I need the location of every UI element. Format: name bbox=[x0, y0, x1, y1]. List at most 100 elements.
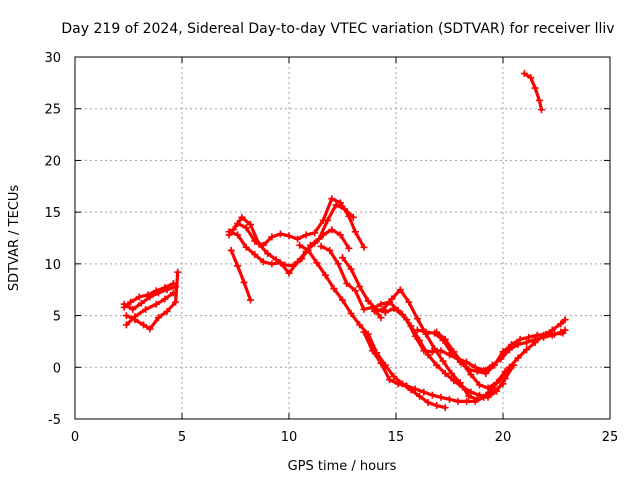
data-point bbox=[550, 330, 558, 338]
data-point bbox=[394, 380, 402, 388]
data-point bbox=[356, 283, 364, 291]
data-point bbox=[341, 205, 349, 213]
data-point bbox=[386, 298, 394, 306]
data-point bbox=[319, 231, 327, 239]
data-point bbox=[225, 228, 233, 236]
data-point bbox=[139, 321, 147, 329]
plot-frame bbox=[74, 56, 611, 420]
data-point bbox=[339, 254, 346, 262]
data-point bbox=[268, 260, 276, 268]
data-point bbox=[360, 243, 368, 251]
data-point bbox=[499, 348, 507, 356]
data-point bbox=[174, 268, 182, 276]
data-point bbox=[411, 385, 419, 393]
data-point bbox=[403, 316, 411, 324]
y-tick-label: 20 bbox=[44, 154, 61, 169]
data-point bbox=[493, 379, 501, 387]
chart-title: Day 219 of 2024, Sidereal Day-to-day VTE… bbox=[61, 21, 614, 37]
data-point bbox=[302, 231, 310, 239]
y-tick-label: 10 bbox=[44, 258, 61, 273]
data-point bbox=[163, 286, 171, 294]
data-point bbox=[276, 259, 284, 267]
data-point bbox=[360, 328, 368, 336]
data-point bbox=[548, 326, 556, 334]
data-point bbox=[471, 397, 479, 405]
data-point bbox=[542, 330, 550, 338]
data-point bbox=[523, 338, 531, 346]
data-point bbox=[146, 325, 154, 333]
data-point bbox=[242, 224, 250, 232]
x-tick-label: 20 bbox=[495, 430, 512, 445]
data-point bbox=[339, 296, 346, 304]
data-point bbox=[403, 382, 411, 390]
data-point bbox=[561, 316, 569, 324]
data-point bbox=[422, 328, 430, 336]
data-point bbox=[368, 347, 376, 355]
data-point bbox=[227, 246, 235, 254]
data-point bbox=[135, 293, 143, 301]
x-axis-label: GPS time / hours bbox=[288, 459, 397, 474]
data-point bbox=[433, 328, 441, 336]
data-point bbox=[296, 241, 304, 249]
data-point bbox=[465, 392, 473, 400]
data-point bbox=[328, 195, 336, 203]
data-point bbox=[294, 258, 302, 266]
data-point bbox=[161, 295, 169, 303]
data-point bbox=[527, 74, 535, 82]
data-point bbox=[154, 314, 162, 322]
grid-layer bbox=[75, 57, 610, 419]
data-point bbox=[480, 393, 488, 401]
series-arc-17 bbox=[522, 71, 544, 112]
data-point bbox=[326, 246, 334, 254]
data-point bbox=[386, 376, 394, 384]
data-point bbox=[242, 243, 250, 251]
data-point bbox=[441, 335, 449, 343]
data-point bbox=[285, 232, 293, 240]
data-point bbox=[428, 391, 436, 399]
data-point bbox=[351, 228, 359, 236]
data-point bbox=[324, 216, 332, 224]
data-point bbox=[238, 213, 246, 221]
data-point bbox=[137, 299, 145, 307]
data-point bbox=[490, 361, 498, 369]
series-layer bbox=[120, 70, 569, 412]
data-point bbox=[311, 239, 319, 247]
data-point bbox=[463, 358, 471, 366]
data-point bbox=[437, 393, 445, 401]
data-point bbox=[154, 289, 162, 297]
data-point bbox=[330, 285, 338, 293]
data-point bbox=[268, 233, 276, 241]
data-point bbox=[377, 300, 385, 308]
data-point bbox=[251, 251, 259, 259]
data-point bbox=[127, 298, 135, 306]
data-point bbox=[304, 246, 312, 254]
data-point bbox=[396, 286, 404, 294]
data-point bbox=[240, 278, 248, 286]
data-point bbox=[246, 296, 254, 304]
data-point bbox=[454, 397, 462, 405]
data-point bbox=[416, 392, 424, 400]
y-tick-label: 5 bbox=[53, 310, 61, 325]
data-point bbox=[394, 306, 402, 314]
data-point bbox=[351, 287, 359, 295]
data-point bbox=[433, 361, 441, 369]
x-tick-label: 10 bbox=[281, 430, 298, 445]
data-point bbox=[446, 395, 453, 403]
data-point bbox=[368, 304, 376, 312]
series-arc-11 bbox=[340, 256, 516, 399]
data-point bbox=[120, 300, 128, 308]
data-point bbox=[264, 250, 272, 258]
data-point bbox=[347, 265, 355, 273]
data-point bbox=[379, 305, 387, 313]
data-point bbox=[336, 199, 344, 207]
data-point bbox=[360, 305, 368, 313]
data-point bbox=[428, 348, 436, 356]
data-point bbox=[377, 314, 385, 322]
data-point bbox=[317, 242, 325, 250]
data-point bbox=[332, 201, 340, 209]
tick-layer: 0 5 10 15 20 25 -5 0 5 10 15 20 25 30 bbox=[44, 51, 618, 445]
data-point bbox=[520, 70, 528, 78]
data-point bbox=[424, 398, 432, 406]
